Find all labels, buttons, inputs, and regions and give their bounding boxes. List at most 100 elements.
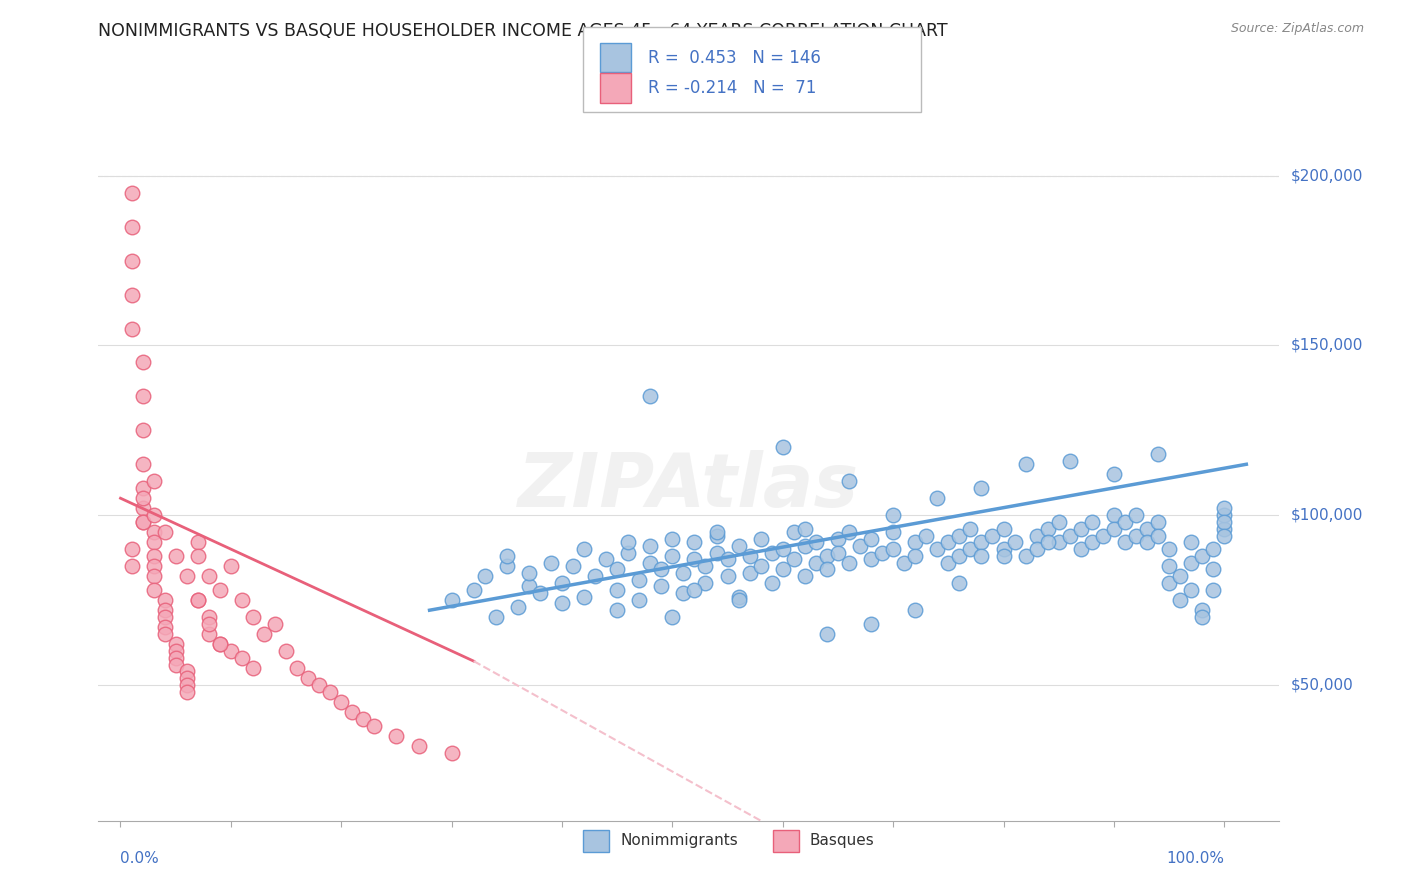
Point — [242, 610, 264, 624]
Point — [121, 219, 143, 234]
Point — [440, 593, 463, 607]
Point — [285, 661, 308, 675]
Point — [551, 576, 574, 591]
Point — [893, 556, 915, 570]
Point — [683, 552, 706, 566]
Point — [1025, 542, 1047, 557]
Point — [706, 528, 728, 542]
Point — [297, 671, 319, 685]
Point — [198, 627, 221, 641]
Point — [1147, 515, 1170, 529]
Point — [1180, 535, 1202, 549]
Point — [628, 593, 651, 607]
Point — [640, 539, 662, 553]
Point — [153, 610, 176, 624]
Point — [231, 650, 253, 665]
Point — [804, 535, 827, 549]
Point — [948, 576, 970, 591]
Point — [198, 569, 221, 583]
Point — [981, 528, 1004, 542]
Point — [142, 475, 165, 489]
Point — [970, 549, 993, 563]
Point — [1102, 508, 1125, 523]
Point — [142, 559, 165, 574]
Point — [970, 535, 993, 549]
Point — [131, 491, 153, 506]
Text: ZIPAtlas: ZIPAtlas — [519, 450, 859, 524]
Point — [330, 695, 353, 709]
Point — [583, 569, 606, 583]
Point — [772, 562, 794, 576]
Point — [1125, 528, 1147, 542]
Point — [572, 590, 595, 604]
Point — [683, 535, 706, 549]
Point — [860, 532, 883, 546]
Point — [121, 287, 143, 301]
Point — [274, 644, 297, 658]
Point — [815, 562, 838, 576]
Point — [1180, 556, 1202, 570]
Point — [650, 579, 672, 593]
Point — [153, 603, 176, 617]
Point — [727, 539, 749, 553]
Point — [529, 586, 551, 600]
Text: 0.0%: 0.0% — [121, 851, 159, 866]
Point — [176, 569, 198, 583]
Point — [495, 559, 517, 574]
Point — [352, 712, 374, 726]
Point — [198, 610, 221, 624]
Point — [1213, 515, 1236, 529]
Point — [142, 582, 165, 597]
Point — [219, 644, 242, 658]
Point — [870, 545, 893, 559]
Point — [165, 644, 187, 658]
Point — [936, 535, 959, 549]
Point — [1157, 576, 1180, 591]
Point — [1059, 528, 1081, 542]
Point — [904, 535, 927, 549]
Point — [187, 593, 209, 607]
Point — [761, 576, 783, 591]
Point — [219, 559, 242, 574]
Point — [1004, 535, 1026, 549]
Point — [738, 549, 761, 563]
Point — [783, 525, 806, 540]
Point — [628, 573, 651, 587]
Point — [1213, 522, 1236, 536]
Text: R =  0.453   N = 146: R = 0.453 N = 146 — [648, 48, 821, 67]
Point — [1168, 569, 1191, 583]
Point — [208, 637, 231, 651]
Text: R = -0.214   N =  71: R = -0.214 N = 71 — [648, 78, 817, 97]
Point — [650, 562, 672, 576]
Point — [540, 556, 562, 570]
Point — [131, 423, 153, 437]
Point — [1036, 522, 1059, 536]
Point — [727, 593, 749, 607]
Point — [165, 650, 187, 665]
Point — [1202, 582, 1225, 597]
Point — [1014, 549, 1036, 563]
Point — [860, 552, 883, 566]
Point — [749, 559, 772, 574]
Point — [772, 440, 794, 454]
Point — [1157, 542, 1180, 557]
Point — [517, 579, 540, 593]
Point — [242, 661, 264, 675]
Point — [1014, 457, 1036, 471]
Point — [319, 684, 342, 698]
Point — [695, 559, 717, 574]
Text: NONIMMIGRANTS VS BASQUE HOUSEHOLDER INCOME AGES 45 - 64 YEARS CORRELATION CHART: NONIMMIGRANTS VS BASQUE HOUSEHOLDER INCO… — [98, 22, 948, 40]
Point — [121, 321, 143, 335]
Point — [1191, 603, 1213, 617]
Point — [993, 542, 1015, 557]
Point — [176, 678, 198, 692]
Point — [165, 549, 187, 563]
Point — [706, 525, 728, 540]
Point — [121, 186, 143, 200]
Point — [661, 610, 683, 624]
Point — [936, 556, 959, 570]
Point — [463, 582, 485, 597]
Point — [959, 522, 981, 536]
Point — [153, 627, 176, 641]
Text: $50,000: $50,000 — [1291, 677, 1354, 692]
